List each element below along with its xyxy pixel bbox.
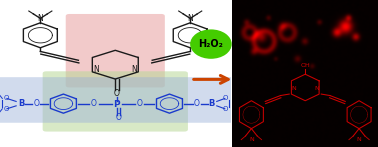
Text: O: O: [194, 99, 199, 108]
FancyBboxPatch shape: [43, 71, 188, 132]
Text: N: N: [249, 137, 254, 142]
Text: H₂O₂: H₂O₂: [198, 39, 223, 49]
Text: N: N: [131, 65, 137, 74]
Text: O: O: [115, 113, 121, 122]
Text: O: O: [34, 99, 39, 108]
Text: N: N: [93, 65, 99, 74]
Text: N: N: [37, 14, 43, 23]
FancyBboxPatch shape: [66, 14, 165, 87]
Text: N: N: [187, 14, 193, 23]
Text: N: N: [314, 86, 319, 91]
Text: O: O: [4, 106, 9, 112]
Text: O: O: [4, 96, 9, 101]
Text: N: N: [357, 137, 361, 142]
Text: P: P: [114, 100, 120, 109]
Text: O: O: [223, 96, 228, 101]
Text: O: O: [90, 99, 96, 108]
Text: N: N: [291, 86, 296, 91]
Text: O: O: [223, 106, 228, 112]
Text: OH: OH: [301, 63, 310, 68]
Text: B: B: [18, 99, 25, 108]
Text: O: O: [114, 89, 120, 98]
FancyBboxPatch shape: [0, 77, 234, 123]
Text: O: O: [136, 99, 143, 108]
Text: B: B: [208, 99, 215, 108]
